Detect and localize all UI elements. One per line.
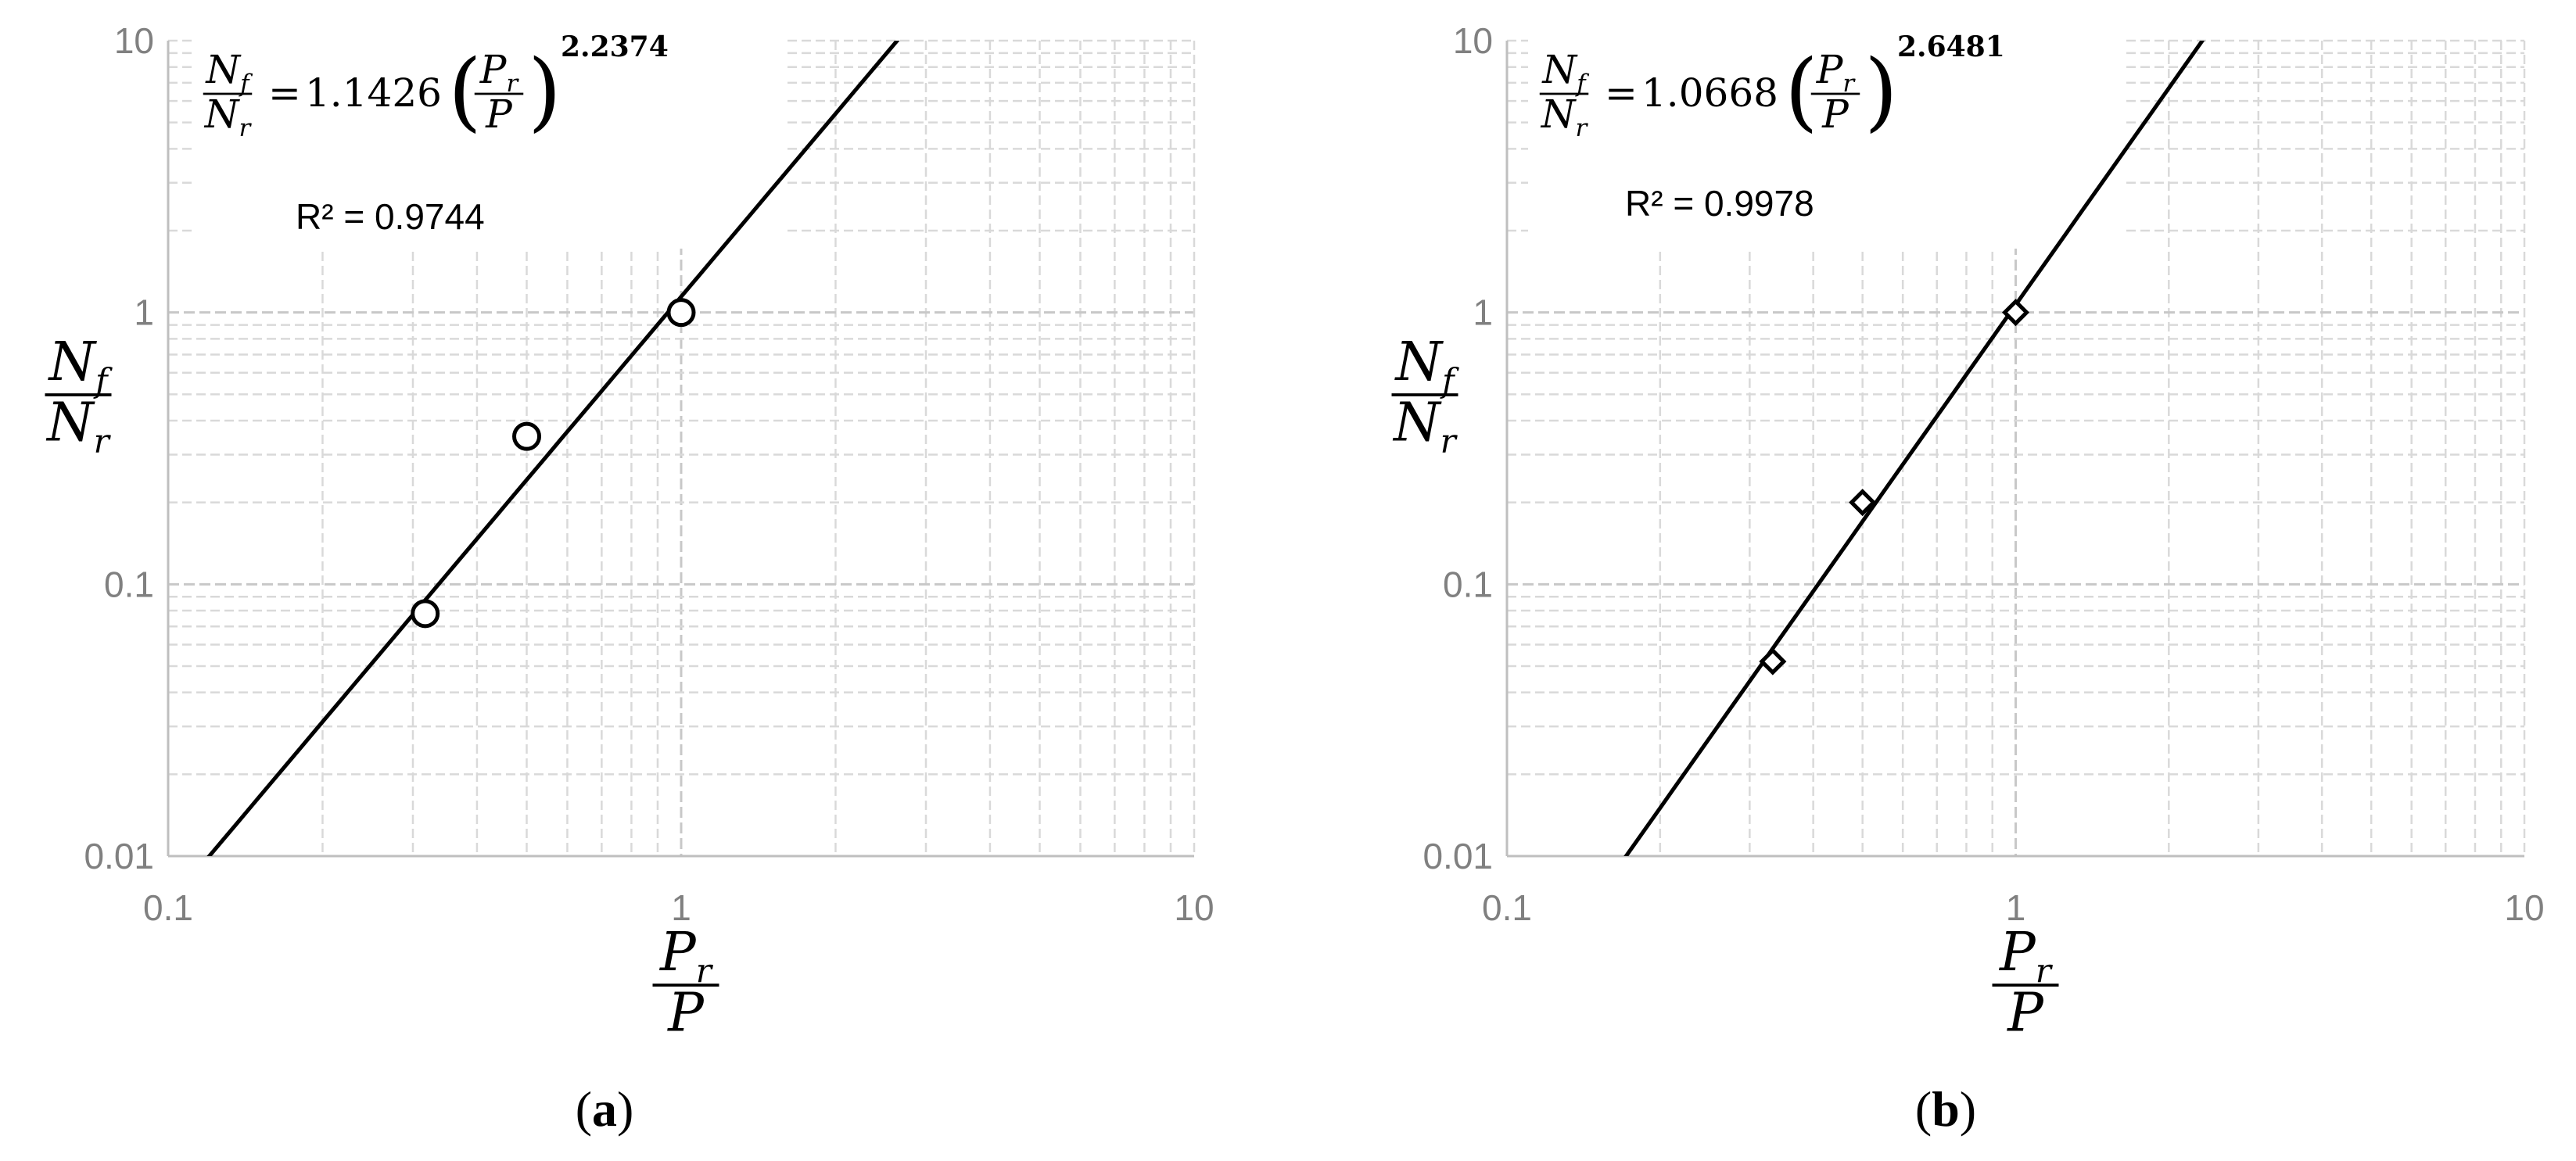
equation-exponent: 2.2374: [561, 30, 669, 63]
x-tick-label: 0.1: [143, 887, 193, 928]
x-axis-title-denominator: P: [2006, 982, 2044, 1044]
x-tick-label: 0.1: [1482, 887, 1532, 928]
x-tick-label: 1: [671, 887, 691, 928]
data-point: [512, 421, 542, 451]
equation-rhs-fraction: PrP: [1810, 47, 1860, 137]
y-tick-label: 0.1: [104, 564, 154, 604]
data-point: [2001, 299, 2030, 327]
x-axis-title-numerator: Pr: [1998, 922, 2054, 990]
x-tick-label: 10: [1174, 887, 1214, 928]
data-point: [1849, 489, 1877, 517]
r-squared-label: R² = 0.9744: [296, 196, 485, 237]
equation-rhs-fraction-denominator: P: [485, 91, 513, 137]
equation-coefficient: 1.0668: [1641, 70, 1778, 116]
equation-lhs-fraction-denominator: Nr: [204, 91, 253, 142]
equation-rhs-fraction: PrP: [474, 47, 524, 137]
data-point: [666, 298, 696, 328]
equation-lhs-fraction-denominator: Nr: [1541, 91, 1589, 142]
equation-rhs-fraction-numerator: Pr: [479, 47, 520, 98]
panel-caption: (a): [576, 1081, 634, 1137]
equation-equals: =: [1605, 70, 1638, 116]
y-tick-label: 10: [1453, 20, 1493, 61]
data-point: [1759, 647, 1787, 675]
y-axis-title-denominator: Nr: [45, 392, 112, 460]
equation-label-box: [1528, 22, 2122, 249]
equation-open-paren: (: [1785, 41, 1818, 141]
y-tick-label: 0.01: [84, 836, 154, 876]
equation-close-paren: ): [528, 41, 561, 141]
y-axis-title-numerator: Nf: [1394, 331, 1459, 400]
x-axis-title: PrP: [652, 922, 719, 1044]
x-tick-label: 10: [2504, 887, 2544, 928]
equation-rhs-fraction-denominator: P: [1821, 91, 1849, 137]
r-squared-label: R² = 0.9978: [1625, 183, 1814, 224]
equation-rhs-fraction-numerator: Pr: [1816, 47, 1857, 98]
x-axis-title-denominator: P: [666, 982, 705, 1044]
y-tick-label: 10: [114, 20, 154, 61]
y-tick-label: 1: [1473, 292, 1493, 333]
y-tick-label: 1: [134, 292, 154, 333]
data-point: [411, 599, 440, 629]
y-axis-title-numerator: Nf: [47, 331, 113, 400]
panel-caption: (b): [1915, 1081, 1976, 1137]
equation-equals: =: [268, 70, 301, 116]
equation-exponent: 2.6481: [1897, 30, 2005, 63]
y-axis-title-denominator: Nr: [1392, 392, 1458, 460]
power-fit-line: [206, 41, 900, 856]
x-axis-title-numerator: Pr: [658, 922, 714, 990]
y-tick-label: 0.01: [1423, 836, 1493, 876]
equation-close-paren: ): [1864, 41, 1898, 141]
x-tick-label: 1: [2006, 887, 2026, 928]
equation-open-paren: (: [448, 41, 482, 141]
y-tick-label: 0.1: [1443, 564, 1493, 604]
equation-label-box: [192, 22, 786, 249]
x-axis-title: PrP: [1992, 922, 2059, 1044]
equation-coefficient: 1.1426: [305, 70, 442, 116]
